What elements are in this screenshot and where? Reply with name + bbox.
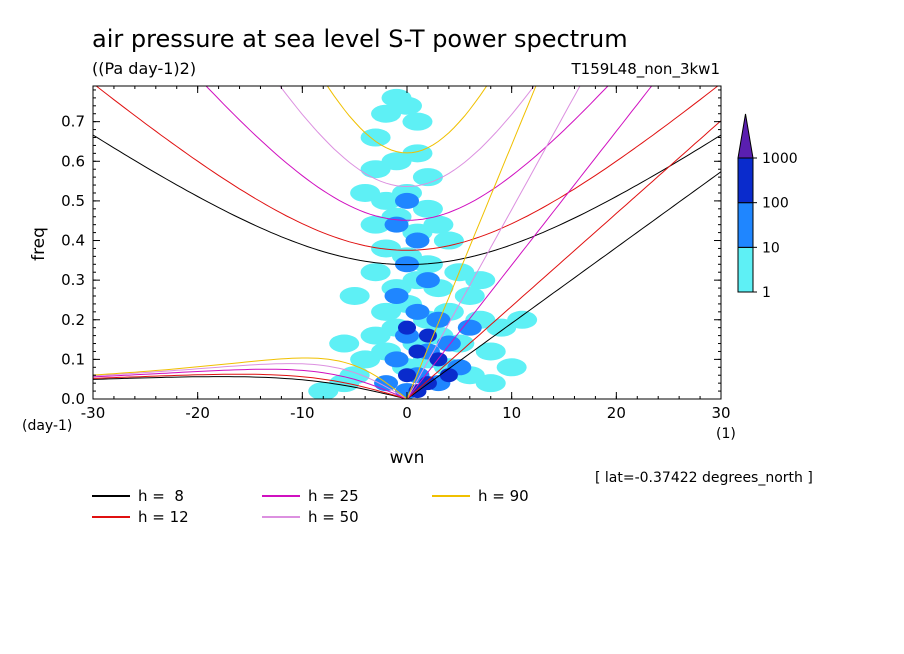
dispersion-curve <box>406 171 721 399</box>
dispersion-curve <box>406 86 653 399</box>
run-label: T159L48_non_3kw1 <box>571 60 720 79</box>
spectrum-cell <box>436 335 461 352</box>
dispersion-curve <box>406 86 581 399</box>
spectrum-cell <box>405 303 430 320</box>
y-tick-label: 0.1 <box>61 350 85 368</box>
dispersion-curve <box>93 368 408 399</box>
spectrum-cell <box>412 199 443 218</box>
spectrum-cell <box>439 368 458 383</box>
colorbar-segment <box>737 246 754 293</box>
x-axis: -30 -20 -10 0 10 20 30 <box>81 86 731 422</box>
spectrum-cell <box>418 328 437 343</box>
dispersion-curve <box>279 86 535 188</box>
spectrum-cell <box>433 231 464 250</box>
dispersion-curves <box>93 86 721 399</box>
y-tick-label: 0.6 <box>61 152 85 170</box>
dispersion-curve <box>95 86 719 251</box>
spectrum-cell <box>339 366 370 385</box>
spectrum-cell <box>465 271 496 290</box>
colorbar-level-label: 1000 <box>762 151 798 167</box>
colorbar-segment <box>737 157 754 204</box>
colorbar-level-label: 1 <box>762 285 771 301</box>
legend: h = 8 h = 12 h = 25 h = 50 h = 90 <box>92 487 529 526</box>
spectrum-cell <box>457 319 482 336</box>
legend-label: h = 12 <box>138 508 189 526</box>
chart-subtitle: ((Pa day-1)2) <box>92 59 196 78</box>
colorbar-extension-arrow <box>737 113 754 159</box>
colorbar-segment <box>737 202 754 248</box>
y-axis: 0.0 0.1 0.2 0.3 0.4 0.5 0.6 0.7 <box>61 89 721 408</box>
spectrum-cell <box>384 287 409 304</box>
y-tick-label: 0.7 <box>61 113 85 131</box>
latitude-footnote: [ lat=-0.37422 degrees_north ] <box>595 470 813 486</box>
spectrum-cell <box>360 263 391 282</box>
spectrum-cell <box>507 310 538 329</box>
dispersion-curve <box>326 86 488 154</box>
y-tick-label: 0.2 <box>61 311 85 329</box>
x-axis-unit: (1) <box>716 426 736 442</box>
spectrum-cell <box>496 358 527 377</box>
x-tick-label: 0 <box>402 404 412 422</box>
spectrum-cell <box>360 128 391 147</box>
legend-label: h = 50 <box>308 508 359 526</box>
colorbar-level-label: 100 <box>762 196 789 212</box>
spectrum-cell <box>408 344 427 359</box>
spectrum-cell <box>384 351 409 368</box>
y-tick-label: 0.3 <box>61 271 85 289</box>
dispersion-curve <box>93 373 408 399</box>
x-tick-label: 20 <box>607 404 626 422</box>
chart-title: air pressure at sea level S-T power spec… <box>92 25 628 53</box>
y-tick-label: 0.0 <box>61 390 85 408</box>
spectrum-cell <box>405 232 430 249</box>
legend-label: h = 8 <box>138 487 184 505</box>
dispersion-curve <box>406 120 721 399</box>
spectrum-cell <box>412 168 443 187</box>
x-tick-label: 30 <box>711 404 730 422</box>
spectrum-cell <box>339 286 370 305</box>
x-tick-label: -10 <box>290 404 315 422</box>
dispersion-curve <box>93 134 721 266</box>
dispersion-curve <box>93 357 408 399</box>
legend-label: h = 90 <box>478 487 529 505</box>
spectrum-cell <box>402 112 433 131</box>
legend-label: h = 25 <box>308 487 359 505</box>
spectrum-cell <box>308 382 339 399</box>
spectrum-shading <box>308 88 538 399</box>
spectrum-cell <box>454 286 485 305</box>
spectrum-cell <box>329 334 360 353</box>
dispersion-curve <box>93 376 408 399</box>
x-axis-label: wvn <box>390 448 425 468</box>
x-tick-label: -30 <box>81 404 106 422</box>
dispersion-curve <box>406 86 537 399</box>
spectrum-cell <box>475 342 506 361</box>
spectrum-cell <box>392 96 422 115</box>
spectrum-cell <box>426 311 451 328</box>
spectrum-cell <box>395 192 419 209</box>
y-tick-label: 0.5 <box>61 192 85 210</box>
spectrum-cell <box>475 374 506 393</box>
x-tick-label: -20 <box>185 404 210 422</box>
colorbar: 1 10 100 1000 <box>737 113 798 301</box>
y-tick-label: 0.4 <box>61 232 85 250</box>
dispersion-curve <box>205 86 609 221</box>
spectrum-cell <box>398 320 416 335</box>
spectrum-cell <box>398 368 416 383</box>
spectrum-cell <box>415 272 440 289</box>
x-tick-label: 10 <box>502 404 521 422</box>
y-axis-label: freq <box>29 227 49 261</box>
dispersion-curve <box>93 363 408 399</box>
y-axis-unit: (day-1) <box>22 418 72 434</box>
colorbar-level-label: 10 <box>762 240 780 256</box>
